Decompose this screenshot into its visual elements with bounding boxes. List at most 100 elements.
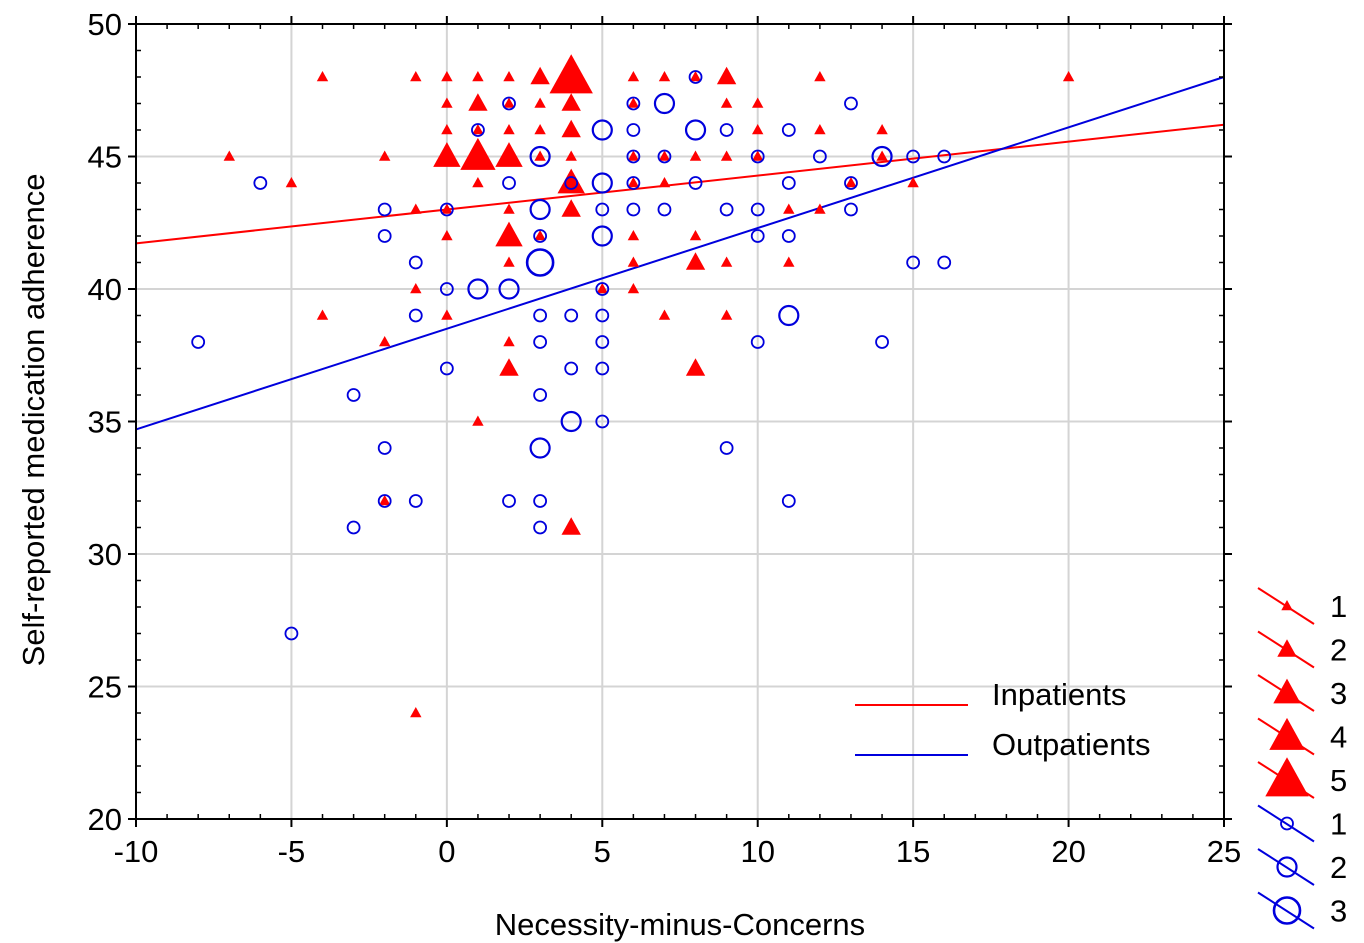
outpatient-point xyxy=(750,202,765,217)
outpatients-regression-line xyxy=(135,76,1225,431)
y-tick-label: 40 xyxy=(88,272,122,307)
axis-ticks xyxy=(128,16,1232,827)
x-tick-label: 10 xyxy=(740,834,774,869)
size-legend-triangle xyxy=(1269,717,1305,750)
size-legend: 1 2 3 4 5 1 2 3 xyxy=(1257,587,1347,930)
inpatient-point xyxy=(720,97,733,108)
inpatient-point xyxy=(720,256,733,267)
outpatient-point xyxy=(498,278,520,300)
size-legend-label: 5 xyxy=(1330,763,1347,798)
size-legend-label: 1 xyxy=(1330,807,1347,842)
inpatient-point xyxy=(561,119,581,138)
inpatient-point xyxy=(627,71,640,82)
outpatient-point xyxy=(812,149,827,164)
outpatient-point xyxy=(533,520,548,535)
outpatient-point xyxy=(439,202,454,217)
outpatient-point xyxy=(564,176,579,190)
inpatient-point xyxy=(752,124,764,135)
outpatient-point xyxy=(346,388,361,402)
outpatient-point xyxy=(471,123,485,137)
inpatient-point xyxy=(503,336,515,347)
x-tick-label: -5 xyxy=(278,834,306,869)
inpatient-point xyxy=(441,309,453,320)
outpatient-point xyxy=(377,441,392,455)
outpatient-point xyxy=(502,494,516,508)
inpatient-point xyxy=(752,150,764,161)
inpatient-point xyxy=(410,71,422,82)
inpatient-point xyxy=(783,256,795,267)
outpatient-point xyxy=(719,202,734,217)
inpatient-point xyxy=(658,177,671,188)
x-axis-title: Necessity-minus-Concerns xyxy=(495,907,865,942)
outpatient-point xyxy=(684,119,707,141)
inpatient-point xyxy=(596,283,608,294)
inpatient-point xyxy=(441,97,453,108)
outpatient-point xyxy=(408,255,423,270)
inpatient-point xyxy=(561,199,581,217)
inpatient-point xyxy=(876,150,888,161)
outpatient-point xyxy=(191,335,206,349)
outpatient-point xyxy=(377,202,392,217)
outpatient-point xyxy=(750,149,765,164)
size-legend-label: 2 xyxy=(1330,850,1347,885)
inpatient-point xyxy=(549,54,593,94)
outpatient-point xyxy=(346,520,361,535)
outpatient-point xyxy=(844,96,858,111)
outpatient-point xyxy=(626,96,641,111)
inpatient-point xyxy=(689,150,702,161)
inpatient-point xyxy=(410,707,422,718)
regression-lines xyxy=(135,76,1225,431)
inpatient-point xyxy=(379,150,391,161)
inpatients-regression-line xyxy=(135,123,1225,245)
inpatient-point xyxy=(499,358,519,376)
outpatient-point xyxy=(564,361,579,376)
outpatient-point xyxy=(439,282,454,296)
inpatient-point xyxy=(565,150,577,161)
inpatient-point xyxy=(503,256,515,267)
size-legend-triangle xyxy=(1273,678,1301,704)
inpatient-point xyxy=(534,230,546,241)
inpatient-point xyxy=(783,203,795,214)
outpatient-point xyxy=(529,437,551,459)
x-tick-label: 15 xyxy=(896,834,930,869)
inpatient-point xyxy=(627,230,640,241)
outpatient-point xyxy=(377,229,392,243)
outpatient-point xyxy=(284,626,299,641)
size-legend-triangle xyxy=(1265,757,1309,797)
inpatient-point xyxy=(814,124,826,135)
outpatient-point xyxy=(657,149,672,164)
inpatient-point xyxy=(503,124,515,135)
outpatient-point xyxy=(595,361,610,376)
y-tick-labels: 20 25 30 35 40 45 50 xyxy=(88,7,122,837)
inpatient-point xyxy=(285,177,298,188)
inpatient-point xyxy=(223,150,235,161)
outpatient-point xyxy=(529,145,551,168)
outpatient-point xyxy=(533,388,548,402)
inpatient-point xyxy=(503,203,515,214)
x-tick-label: 20 xyxy=(1051,834,1085,869)
inpatient-point xyxy=(627,150,640,161)
size-legend-circle xyxy=(1280,816,1294,831)
outpatient-point xyxy=(564,308,579,323)
outpatient-point xyxy=(750,335,765,349)
inpatient-point xyxy=(534,124,546,135)
outpatient-point xyxy=(906,255,921,270)
outpatient-point xyxy=(595,282,610,296)
outpatient-point xyxy=(595,335,610,349)
inpatient-point xyxy=(876,124,888,135)
outpatient-point xyxy=(502,176,516,190)
outpatient-point xyxy=(253,176,268,190)
outpatient-point xyxy=(533,308,548,323)
size-legend-triangle xyxy=(1277,639,1297,657)
outpatient-point xyxy=(688,176,703,190)
x-tick-labels: -10 -5 0 5 10 15 20 25 xyxy=(114,834,1242,869)
inpatient-point xyxy=(689,71,702,82)
inpatient-point xyxy=(441,203,453,214)
size-legend-label: 3 xyxy=(1330,894,1347,929)
outpatient-point xyxy=(750,229,765,243)
outpatient-point xyxy=(595,414,610,429)
inpatient-point xyxy=(561,93,581,111)
inpatient-point xyxy=(814,71,826,82)
y-tick-label: 20 xyxy=(88,802,122,837)
outpatient-point xyxy=(657,202,672,217)
